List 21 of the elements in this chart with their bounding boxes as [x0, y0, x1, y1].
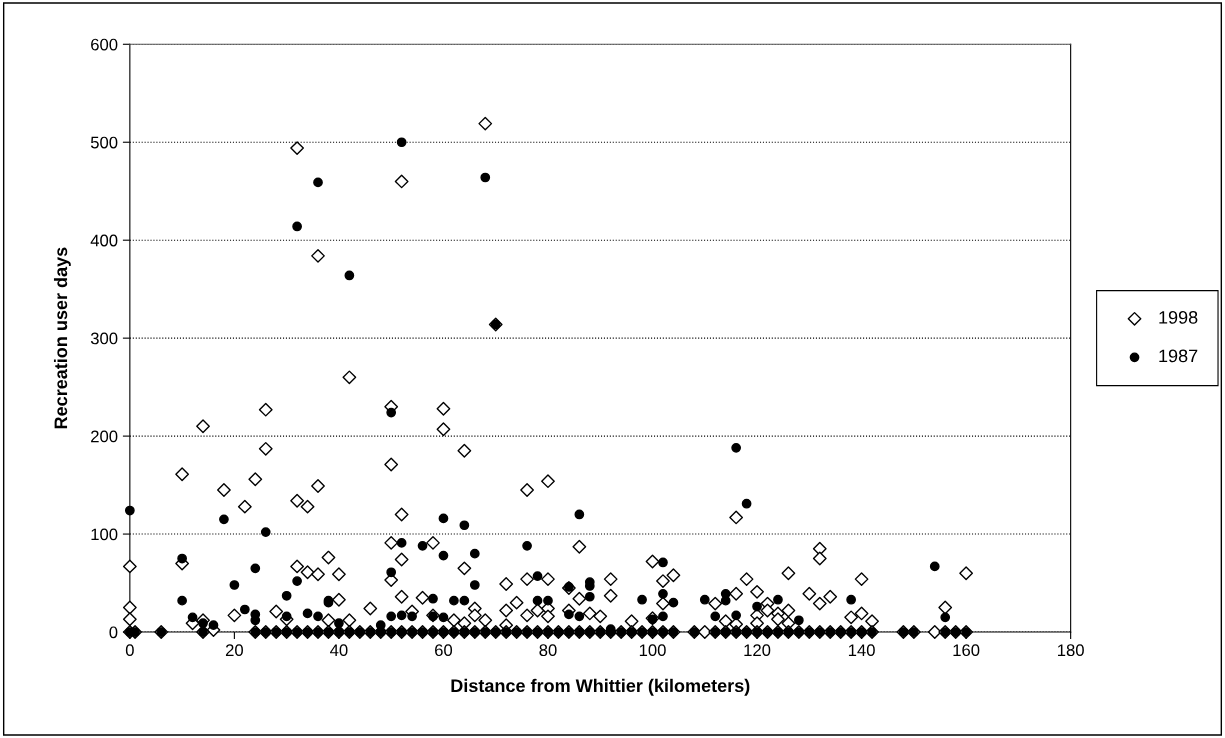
x-tick-label: 80	[539, 644, 557, 657]
x-tick-label: 0	[125, 644, 134, 657]
legend-label: 1998	[1159, 310, 1198, 324]
y-tick-label: 100	[91, 528, 118, 541]
x-tick-label: 100	[639, 644, 666, 657]
x-tick-label: 140	[848, 644, 875, 657]
x-tick-label: 120	[744, 644, 771, 657]
y-tick-label: 600	[91, 38, 118, 51]
y-tick-label: 0	[109, 626, 118, 639]
y-tick-label: 400	[90, 234, 118, 247]
y-axis-title: Recreation user days	[53, 247, 71, 429]
x-tick-label: 60	[435, 644, 453, 657]
y-tick-label: 500	[90, 136, 118, 149]
y-tick-label: 300	[90, 332, 118, 345]
x-tick-label: 180	[1058, 644, 1084, 657]
x-tick-label: 40	[330, 644, 348, 657]
x-tick-label: 20	[225, 644, 243, 657]
x-axis-title: Distance from Whittier (kilometers)	[451, 678, 750, 696]
legend-label: 1987	[1159, 349, 1198, 363]
y-tick-label: 200	[91, 430, 118, 443]
x-tick-label: 160	[953, 644, 980, 657]
